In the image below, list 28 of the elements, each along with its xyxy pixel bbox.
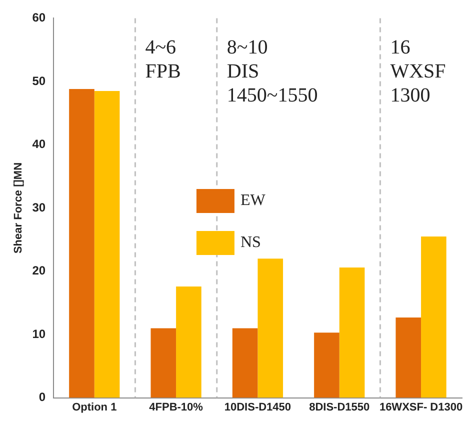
y-tick-label: 60 (32, 10, 46, 25)
annotation: 4~6 FPB (145, 36, 181, 82)
y-tick-label: 40 (32, 137, 46, 152)
legend-label: EW (240, 192, 266, 210)
y-tick-label: 20 (32, 264, 46, 278)
bar (421, 236, 446, 398)
bar (94, 90, 120, 398)
y-tick-label: 30 (32, 200, 46, 214)
y-tick-label: 10 (32, 326, 46, 341)
bar (69, 89, 94, 398)
annotation: 8~10 DIS 1450~1550 (226, 36, 318, 106)
bar (314, 332, 340, 398)
bar (339, 267, 365, 398)
bar (176, 286, 202, 398)
x-tick-label: 10DIS-D1450 (224, 401, 292, 414)
bar (396, 317, 422, 398)
y-tick-label: 0 (38, 390, 46, 404)
bar (232, 328, 258, 398)
legend-label: NS (240, 234, 261, 252)
annotation: 16 WXSF 1300 (390, 36, 446, 106)
y-tick-label: 50 (32, 74, 46, 88)
x-tick-label: 8DIS-D1550 (309, 401, 370, 414)
bar (258, 258, 284, 398)
x-tick-label: 4FPB-10% (149, 401, 204, 414)
y-axis-title: Shear Force []MN (12, 162, 25, 254)
x-tick-label: 16WXSF- D1300 (379, 401, 463, 414)
bar (150, 328, 176, 398)
x-tick-label: Option 1 (72, 401, 117, 414)
